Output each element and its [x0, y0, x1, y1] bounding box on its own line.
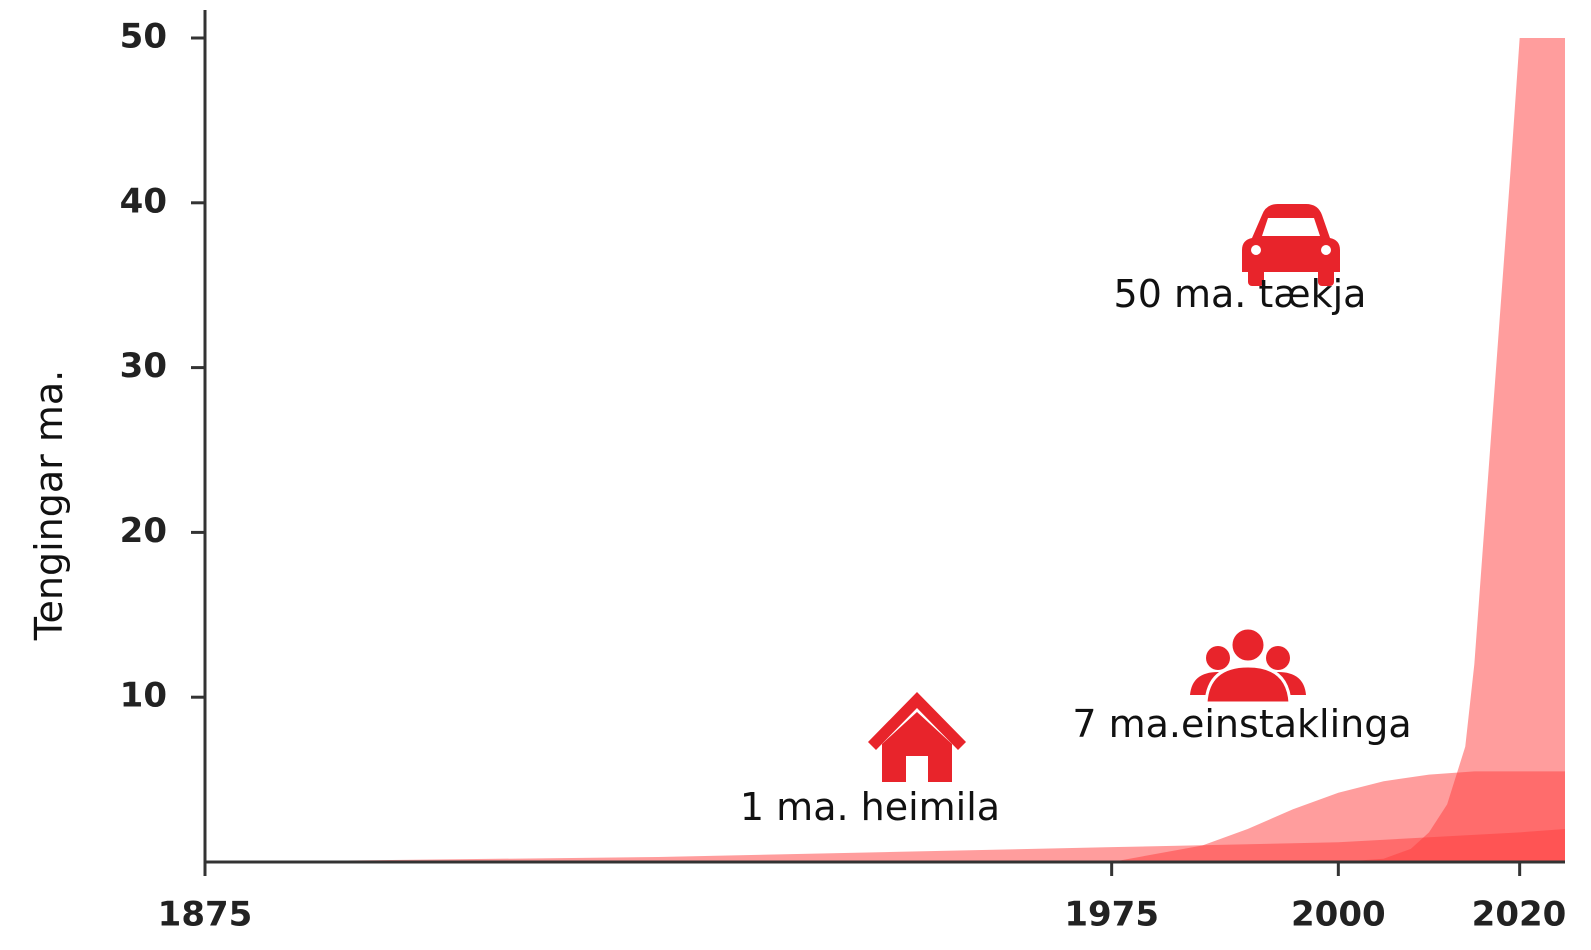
y-tick-label: 20	[120, 511, 167, 551]
y-tick-label: 30	[120, 346, 167, 386]
annotation: 1 ma. heimila	[740, 785, 1000, 829]
area	[1338, 38, 1565, 862]
y-axis-label: Tengingar ma.	[27, 370, 71, 641]
annotation: 50 ma. tækja	[1114, 272, 1367, 316]
x-tick-label: 1875	[158, 895, 253, 935]
x-tick-label: 2020	[1472, 895, 1567, 935]
annotation: 7 ma.einstaklinga	[1072, 702, 1411, 746]
y-tick-label: 10	[120, 676, 167, 716]
y-tick-label: 40	[120, 181, 167, 221]
x-tick-label: 1975	[1064, 895, 1159, 935]
people-icon	[1190, 626, 1306, 705]
car-icon	[1242, 204, 1340, 286]
x-tick-label: 2000	[1291, 895, 1386, 935]
house-icon	[868, 692, 966, 782]
areas	[205, 38, 1565, 862]
y-tick-label: 50	[120, 17, 167, 57]
